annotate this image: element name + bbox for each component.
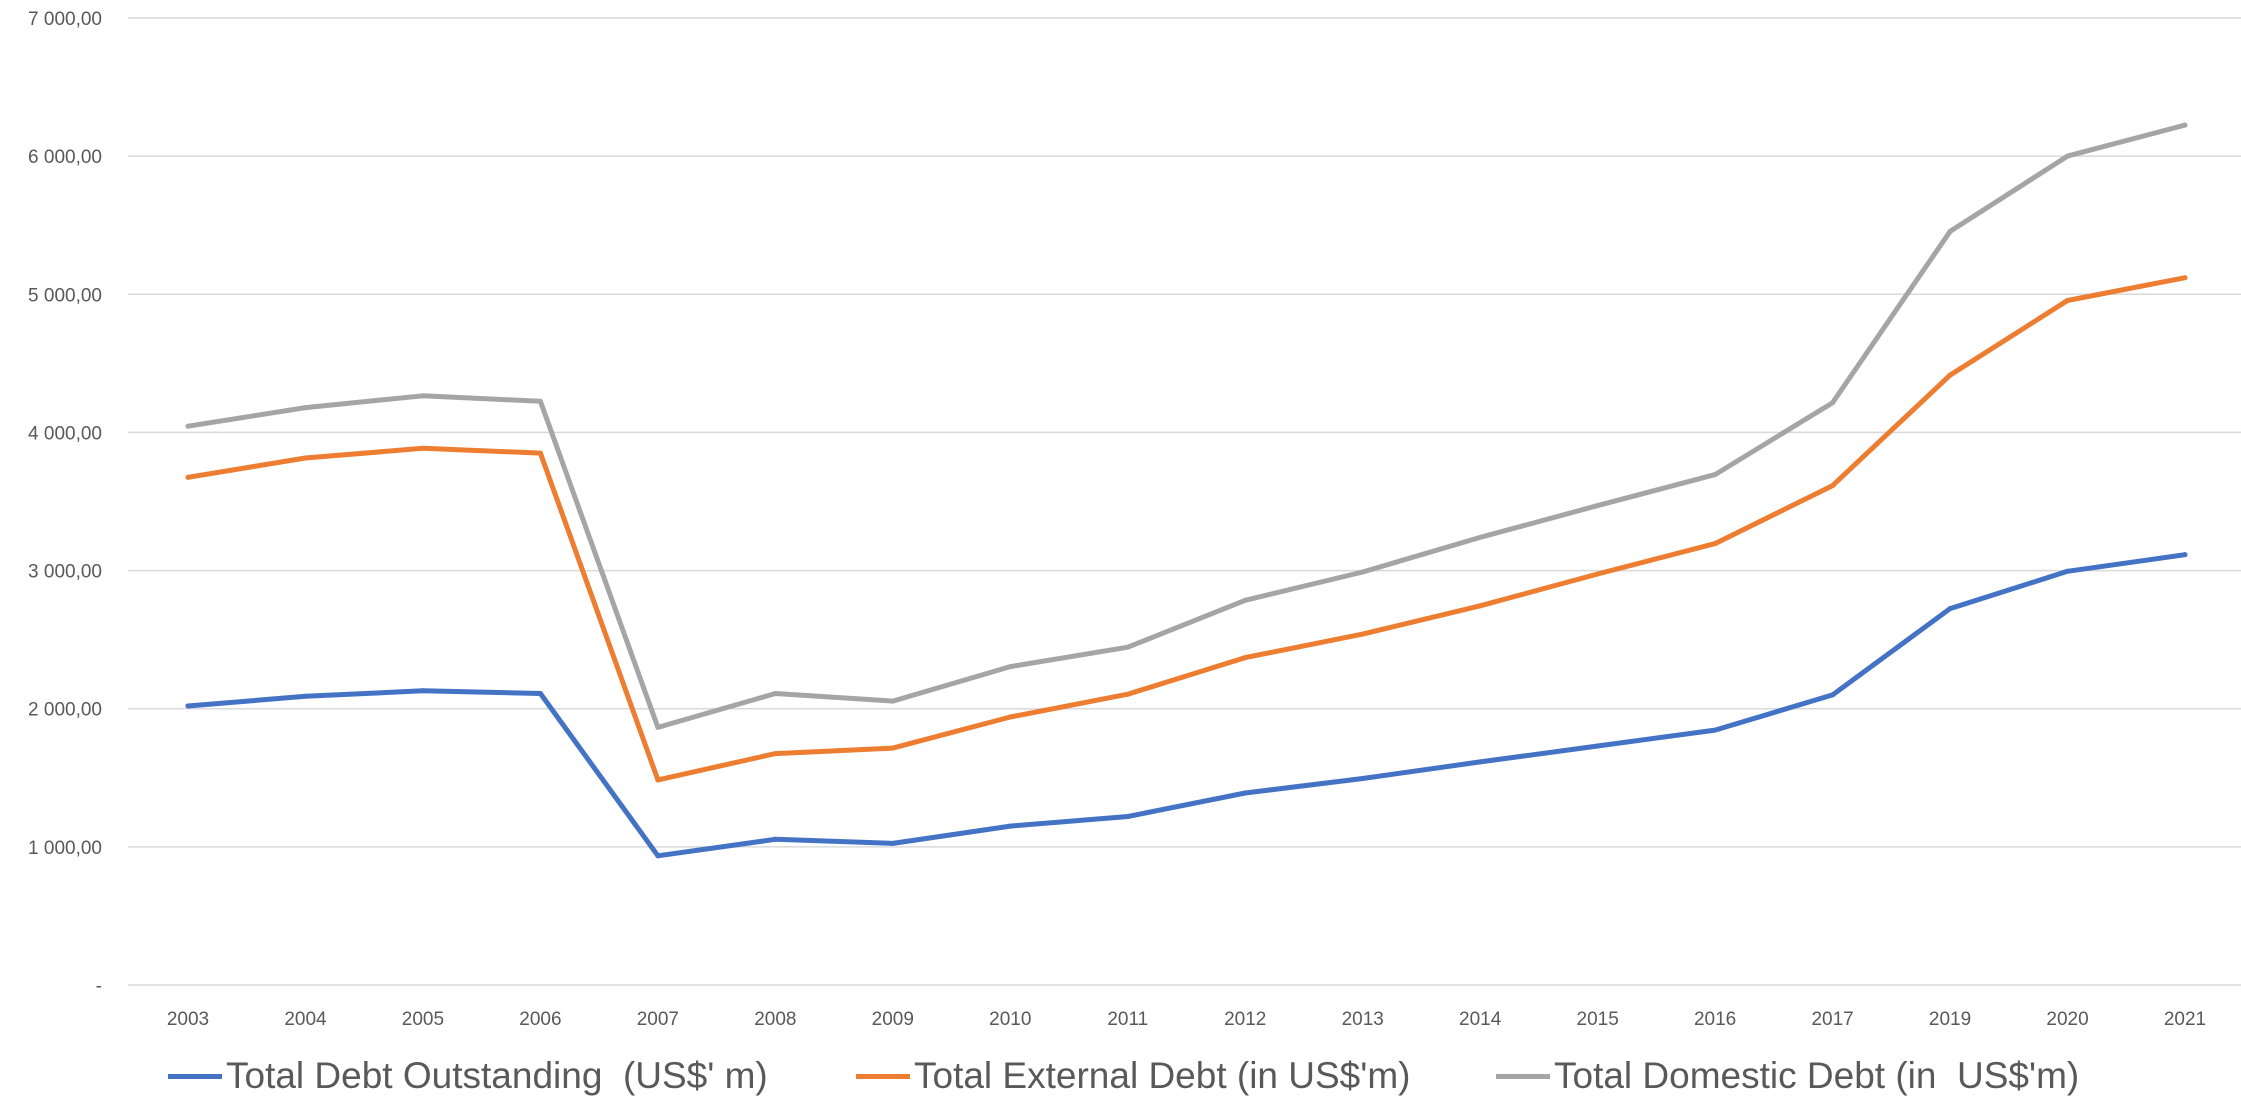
- data-point-total-debt-outstanding-us-m: [2182, 552, 2188, 558]
- data-point-total-external-debt-in-us-m: [1947, 372, 1953, 378]
- data-point-total-domestic-debt-in-us-m: [302, 405, 308, 411]
- data-point-total-external-debt-in-us-m: [420, 445, 426, 451]
- data-point-total-external-debt-in-us-m: [537, 450, 543, 456]
- data-point-total-domestic-debt-in-us-m: [1947, 228, 1953, 234]
- data-point-total-debt-outstanding-us-m: [1477, 759, 1483, 765]
- series-lines: [185, 122, 2188, 859]
- data-point-total-debt-outstanding-us-m: [772, 836, 778, 842]
- x-tick-label: 2014: [1459, 1009, 1502, 1030]
- data-point-total-debt-outstanding-us-m: [1595, 743, 1601, 749]
- data-point-total-external-debt-in-us-m: [1595, 571, 1601, 577]
- x-tick-label: 2006: [519, 1009, 561, 1030]
- data-point-total-domestic-debt-in-us-m: [890, 698, 896, 704]
- x-tick-label: 2003: [167, 1009, 209, 1030]
- x-tick-label: 2021: [2164, 1009, 2206, 1030]
- x-tick-label: 2010: [989, 1009, 1031, 1030]
- y-tick-label: 6 000,00: [28, 147, 102, 168]
- data-point-total-debt-outstanding-us-m: [1712, 727, 1718, 733]
- x-tick-label: 2013: [1342, 1009, 1384, 1030]
- chart-legend: Total Debt Outstanding (US$' m) Total Ex…: [0, 1048, 2241, 1104]
- data-point-total-debt-outstanding-us-m: [1125, 813, 1131, 819]
- series-line-total-external-debt-in-us-m: [185, 275, 2188, 783]
- data-point-total-domestic-debt-in-us-m: [2182, 122, 2188, 128]
- x-tick-label: 2015: [1577, 1009, 1619, 1030]
- data-point-total-external-debt-in-us-m: [772, 751, 778, 757]
- data-point-total-debt-outstanding-us-m: [655, 853, 661, 859]
- data-point-total-external-debt-in-us-m: [1360, 631, 1366, 637]
- data-point-total-external-debt-in-us-m: [1477, 603, 1483, 609]
- data-point-total-domestic-debt-in-us-m: [537, 398, 543, 404]
- data-point-total-external-debt-in-us-m: [655, 777, 661, 783]
- data-point-total-external-debt-in-us-m: [1712, 541, 1718, 547]
- data-point-total-external-debt-in-us-m: [2182, 275, 2188, 281]
- legend-swatch-total-external-debt: [856, 1073, 910, 1079]
- x-tick-label: 2019: [1929, 1009, 1971, 1030]
- x-tick-label: 2020: [2046, 1009, 2088, 1030]
- data-point-total-debt-outstanding-us-m: [1242, 790, 1248, 796]
- y-tick-label: 7 000,00: [28, 9, 102, 30]
- legend-label-total-debt-outstanding: Total Debt Outstanding (US$' m): [226, 1055, 768, 1096]
- data-point-total-external-debt-in-us-m: [1007, 714, 1013, 720]
- series-line-total-debt-outstanding-us-m: [185, 552, 2188, 859]
- x-tick-label: 2007: [637, 1009, 679, 1030]
- data-point-total-domestic-debt-in-us-m: [1830, 400, 1836, 406]
- data-point-total-external-debt-in-us-m: [1242, 655, 1248, 661]
- y-tick-label: -: [96, 976, 102, 997]
- y-tick-label: 5 000,00: [28, 285, 102, 306]
- x-tick-label: 2004: [284, 1009, 327, 1030]
- legend-label-total-domestic-debt: Total Domestic Debt (in US$'m): [1554, 1055, 2080, 1096]
- data-point-total-debt-outstanding-us-m: [185, 703, 191, 709]
- data-point-total-external-debt-in-us-m: [1830, 483, 1836, 489]
- data-point-total-debt-outstanding-us-m: [302, 693, 308, 699]
- legend-item-total-external-debt: Total External Debt (in US$'m): [856, 1048, 1410, 1104]
- legend-swatch-total-domestic-debt: [1496, 1073, 1550, 1079]
- data-point-total-debt-outstanding-us-m: [890, 840, 896, 846]
- y-axis-tick-labels: - 1 000,00 2 000,00 3 000,00 4 000,00 5 000,0…: [28, 9, 102, 997]
- legend-label-total-external-debt: Total External Debt (in US$'m): [914, 1055, 1411, 1096]
- y-tick-label: 1 000,00: [28, 838, 102, 859]
- data-point-total-domestic-debt-in-us-m: [1007, 664, 1013, 670]
- data-point-total-external-debt-in-us-m: [302, 455, 308, 461]
- data-point-total-domestic-debt-in-us-m: [772, 691, 778, 697]
- x-tick-label: 2016: [1694, 1009, 1736, 1030]
- x-tick-label: 2011: [1107, 1009, 1148, 1030]
- data-point-total-domestic-debt-in-us-m: [2065, 153, 2071, 159]
- legend-item-total-debt-outstanding: Total Debt Outstanding (US$' m): [168, 1048, 768, 1104]
- data-point-total-debt-outstanding-us-m: [420, 688, 426, 694]
- data-point-total-domestic-debt-in-us-m: [1712, 472, 1718, 478]
- gridlines: [128, 17, 2241, 986]
- data-point-total-domestic-debt-in-us-m: [420, 393, 426, 399]
- legend-item-total-domestic-debt: Total Domestic Debt (in US$'m): [1496, 1048, 2079, 1104]
- data-point-total-external-debt-in-us-m: [185, 474, 191, 480]
- y-tick-label: 3 000,00: [28, 562, 102, 583]
- data-point-total-external-debt-in-us-m: [1125, 691, 1131, 697]
- data-point-total-domestic-debt-in-us-m: [1477, 534, 1483, 540]
- x-tick-label: 2005: [402, 1009, 444, 1030]
- data-point-total-domestic-debt-in-us-m: [655, 724, 661, 730]
- data-point-total-external-debt-in-us-m: [2065, 298, 2071, 304]
- data-point-total-debt-outstanding-us-m: [1007, 823, 1013, 829]
- data-point-total-domestic-debt-in-us-m: [185, 423, 191, 429]
- x-tick-label: 2008: [754, 1009, 796, 1030]
- data-point-total-debt-outstanding-us-m: [2065, 568, 2071, 574]
- data-point-total-debt-outstanding-us-m: [1830, 692, 1836, 698]
- data-point-total-debt-outstanding-us-m: [1360, 775, 1366, 781]
- data-point-total-domestic-debt-in-us-m: [1242, 597, 1248, 603]
- chart-canvas: - 1 000,00 2 000,00 3 000,00 4 000,00 5 000,0…: [28, 9, 2241, 1030]
- data-point-total-domestic-debt-in-us-m: [1595, 503, 1601, 509]
- data-point-total-debt-outstanding-us-m: [1947, 606, 1953, 612]
- x-tick-label: 2009: [872, 1009, 914, 1030]
- x-axis-tick-labels: 2003 2004 2005 2006 2007 2008 2009 2010 2011 2012…: [167, 1009, 2206, 1030]
- legend-swatch-total-debt-outstanding: [168, 1073, 222, 1079]
- x-tick-label: 2012: [1224, 1009, 1266, 1030]
- x-tick-label: 2017: [1811, 1009, 1853, 1030]
- y-tick-label: 4 000,00: [28, 423, 102, 444]
- series-line-total-domestic-debt-in-us-m: [185, 122, 2188, 730]
- data-point-total-external-debt-in-us-m: [890, 745, 896, 751]
- data-point-total-domestic-debt-in-us-m: [1125, 644, 1131, 650]
- data-point-total-domestic-debt-in-us-m: [1360, 569, 1366, 575]
- y-tick-label: 2 000,00: [28, 700, 102, 721]
- data-point-total-debt-outstanding-us-m: [537, 691, 543, 697]
